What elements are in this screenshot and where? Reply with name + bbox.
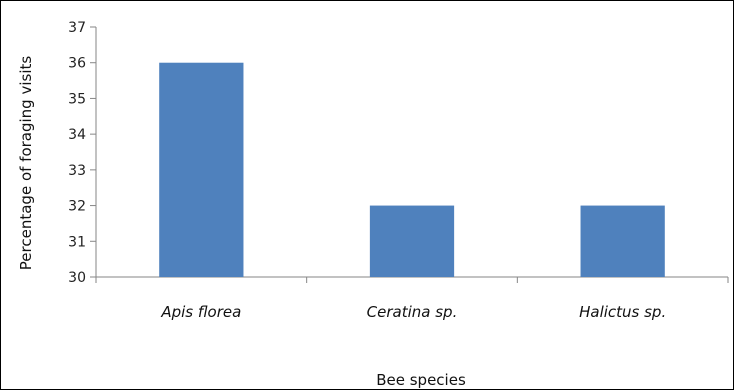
y-tick-label: 33: [68, 163, 86, 179]
y-tick-label: 30: [68, 270, 86, 286]
y-tick-label: 31: [68, 234, 86, 250]
y-tick-label: 37: [68, 20, 86, 36]
bar-ceratina-sp: [369, 205, 455, 277]
bar-apis-florea: [159, 62, 244, 277]
category-label: Ceratina sp.: [367, 303, 458, 321]
y-axis-title: Percentage of foraging visits: [17, 56, 35, 271]
bar-halictus-sp: [580, 205, 665, 277]
category-label: Apis florea: [160, 303, 241, 321]
y-tick-label: 36: [68, 56, 86, 72]
category-labels: Apis florea Ceratina sp. Halictus sp.: [160, 303, 666, 321]
category-label: Halictus sp.: [579, 303, 666, 321]
x-axis: [95, 276, 729, 283]
y-axis: 30 31 32 33 34 35 36 37: [68, 20, 97, 286]
y-tick-label: 32: [68, 199, 86, 215]
y-tick-label: 34: [68, 127, 86, 143]
bars: [159, 62, 665, 277]
x-axis-title: Bee species: [376, 371, 466, 389]
y-tick-label: 35: [68, 91, 86, 107]
